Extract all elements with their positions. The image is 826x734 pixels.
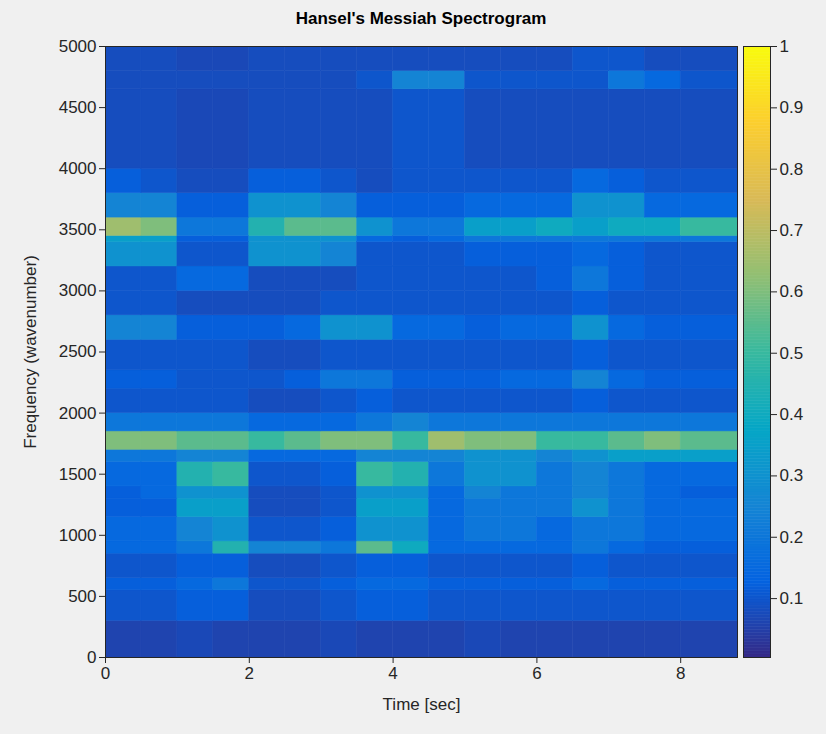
svg-text:Frequency (wavenumber): Frequency (wavenumber) (21, 255, 40, 449)
svg-text:3500: 3500 (59, 220, 97, 239)
svg-text:0.8: 0.8 (780, 160, 804, 179)
svg-text:Time [sec]: Time [sec] (383, 695, 461, 714)
svg-text:1500: 1500 (59, 465, 97, 484)
svg-text:0.9: 0.9 (780, 98, 804, 117)
svg-text:5000: 5000 (59, 37, 97, 56)
svg-text:2000: 2000 (59, 404, 97, 423)
svg-text:0.3: 0.3 (780, 466, 804, 485)
svg-text:0.7: 0.7 (780, 221, 804, 240)
svg-text:6: 6 (532, 664, 541, 683)
svg-text:8: 8 (676, 664, 685, 683)
svg-text:4000: 4000 (59, 159, 97, 178)
svg-text:0: 0 (87, 648, 96, 667)
svg-text:4500: 4500 (59, 98, 97, 117)
svg-text:0: 0 (101, 664, 110, 683)
html-text:Hansel's Messiah Spectrogram: Hansel's Messiah Spectrogram (295, 9, 547, 28)
svg-text:0.1: 0.1 (780, 589, 804, 608)
svg-text:3000: 3000 (59, 281, 97, 300)
svg-text:1: 1 (780, 37, 789, 56)
svg-text:0.6: 0.6 (780, 282, 804, 301)
svg-text:500: 500 (68, 587, 96, 606)
svg-text:0.2: 0.2 (780, 528, 804, 547)
svg-text:4: 4 (388, 664, 397, 683)
svg-text:0.5: 0.5 (780, 344, 804, 363)
svg-text:0.4: 0.4 (780, 405, 804, 424)
svg-text:2: 2 (245, 664, 254, 683)
svg-text:1000: 1000 (59, 526, 97, 545)
svg-text:2500: 2500 (59, 342, 97, 361)
